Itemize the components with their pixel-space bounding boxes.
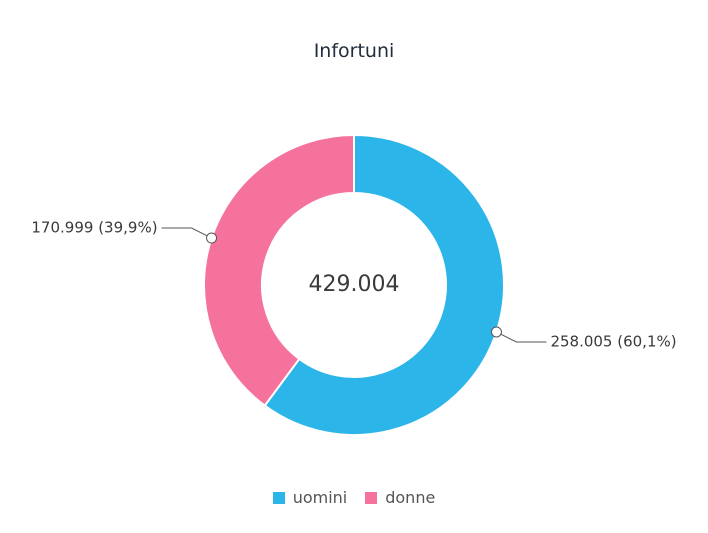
legend-swatch-donne <box>365 491 378 504</box>
leader-dot-uomini <box>490 326 502 338</box>
labels-group: 258.005 (60,1%) 170.999 (39,9%) <box>31 219 676 351</box>
legend-item-uomini[interactable]: uomini <box>272 488 348 507</box>
leader-dot-donne <box>206 232 218 244</box>
leader-line-donne <box>161 227 212 239</box>
legend: uomini donne <box>0 488 708 507</box>
legend-item-donne[interactable]: donne <box>365 488 435 507</box>
legend-label-uomini: uomini <box>292 488 348 507</box>
data-label-donne: 170.999 (39,9%) <box>31 219 157 237</box>
legend-swatch-uomini <box>272 491 285 504</box>
legend-label-donne: donne <box>385 488 436 507</box>
slices-group <box>203 133 505 436</box>
leader-line-uomini <box>496 331 547 343</box>
slice-donne[interactable] <box>203 133 355 407</box>
chart-title: Infortuni <box>313 40 395 62</box>
slice-uomini[interactable] <box>263 133 505 436</box>
data-label-uomini: 258.005 (60,1%) <box>550 332 676 350</box>
center-total-label: 429.004 <box>309 272 400 297</box>
